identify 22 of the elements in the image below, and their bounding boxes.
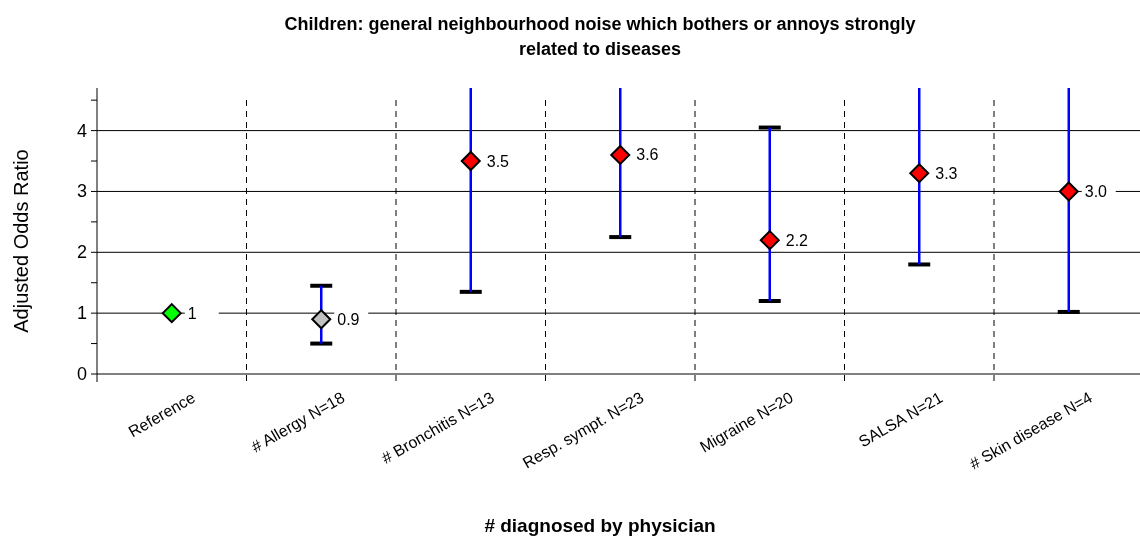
y-tick-label: 0	[76, 364, 87, 384]
point	[610, 144, 631, 165]
data-label: 0.9	[337, 310, 360, 328]
y-axis-title: Adjusted Odds Ratio	[10, 149, 32, 333]
chart-title: Children: general neighbourhood noise which bothers or annoys strongly related to diseases	[284, 14, 916, 59]
data-label: 2.2	[785, 231, 809, 249]
data-label: 1	[187, 304, 197, 322]
data-label: 3.6	[636, 146, 659, 164]
y-tick-label: 2	[76, 242, 87, 263]
point	[311, 309, 332, 330]
point	[1058, 181, 1079, 202]
y-tick-label: 4	[76, 120, 87, 141]
data-label: 3.0	[1084, 182, 1108, 200]
point	[161, 303, 182, 324]
data-label: 3.3	[935, 164, 958, 182]
x-axis-title: # diagnosed by physician	[484, 515, 716, 536]
point	[460, 151, 481, 172]
y-tick-label: 3	[76, 181, 87, 202]
point	[759, 230, 780, 251]
data-label: 3.5	[486, 152, 510, 170]
y-tick-label: 1	[76, 303, 87, 324]
point	[909, 163, 930, 184]
